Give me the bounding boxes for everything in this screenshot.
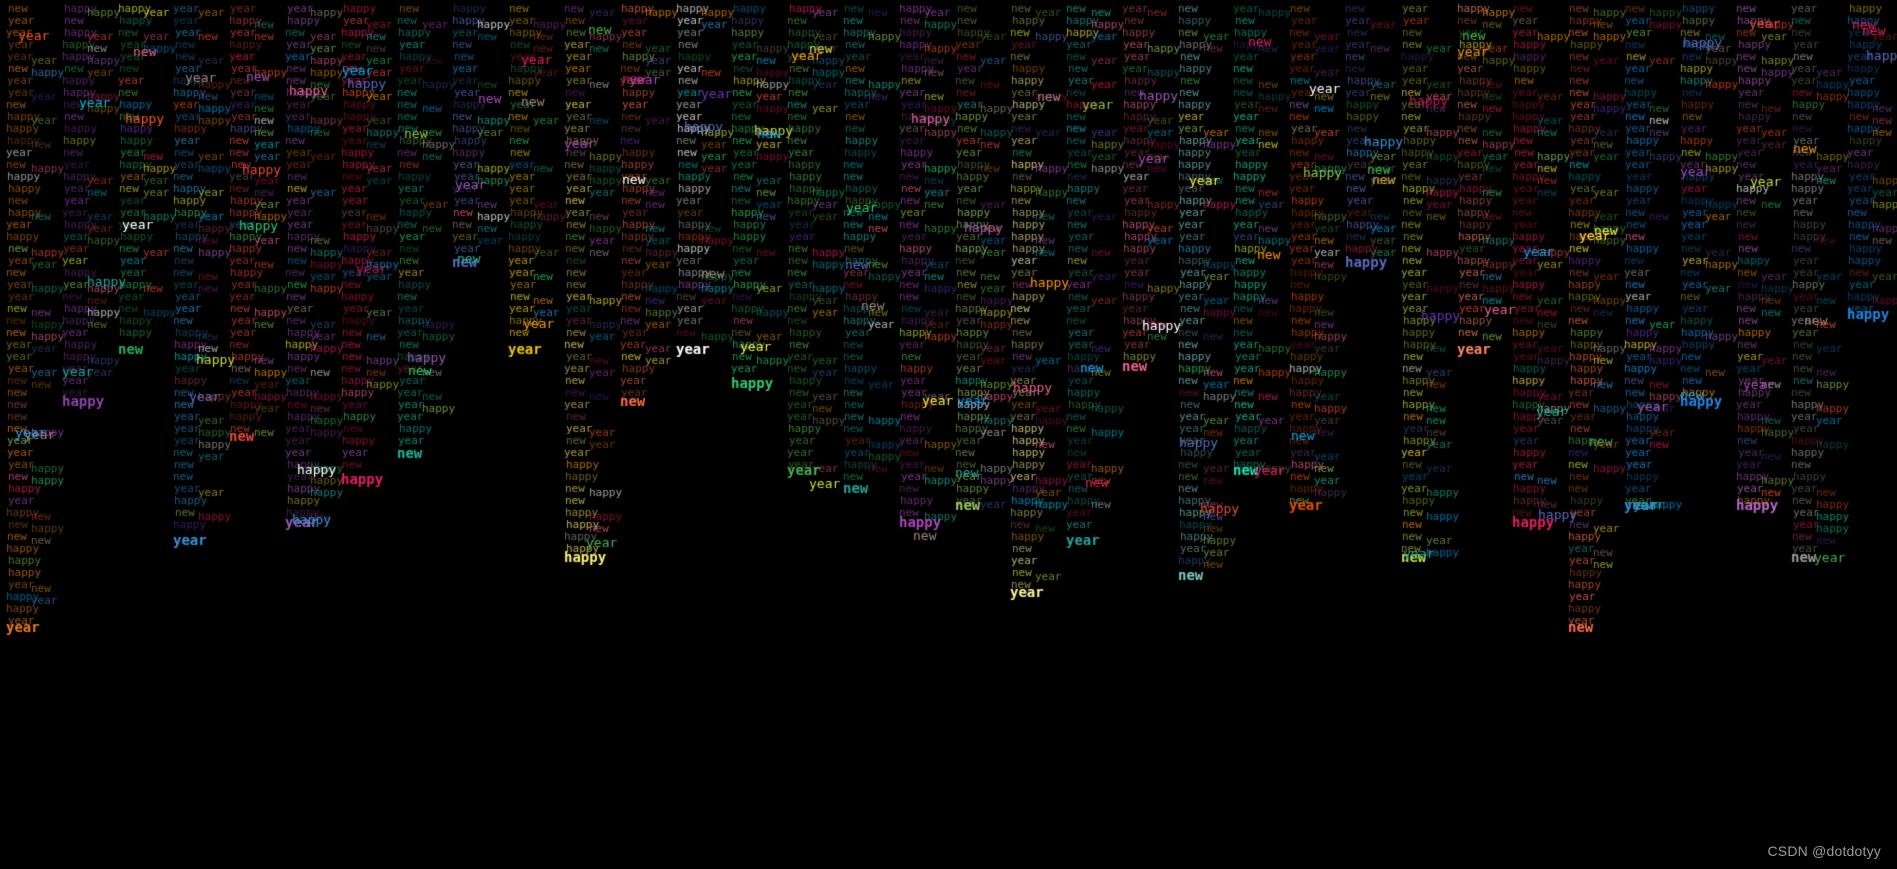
watermark-text: CSDN @dotdotyy [1767, 843, 1881, 859]
